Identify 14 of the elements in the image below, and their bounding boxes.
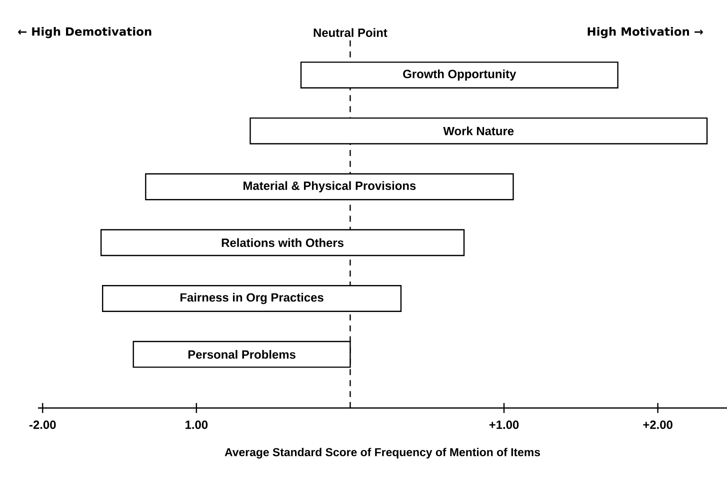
x-tick-label: 1.00 [186, 420, 208, 429]
y-tick-label: Growth Opportunity [403, 69, 516, 81]
x-tick-label: -2.00 [29, 420, 56, 429]
ref-line-label: Neutral Point [314, 28, 388, 37]
y-tick-label: Work Nature [443, 126, 514, 136]
y-tick-label: Fairness in Org Practices [180, 292, 324, 304]
text: High Motivation → [588, 26, 703, 38]
x-tick-label: +2.00 [643, 420, 672, 429]
x-tick-label: +1.00 [489, 420, 519, 429]
y-tick-label: Material & Physical Provisions [244, 181, 416, 192]
x-axis-title: Average Standard Score of Frequency of Mention of Items [224, 448, 540, 459]
text: ← High Demotivation [18, 26, 152, 38]
y-tick-label: Relations with Others [222, 238, 344, 248]
y-tick-label: Personal Problems [188, 350, 296, 359]
